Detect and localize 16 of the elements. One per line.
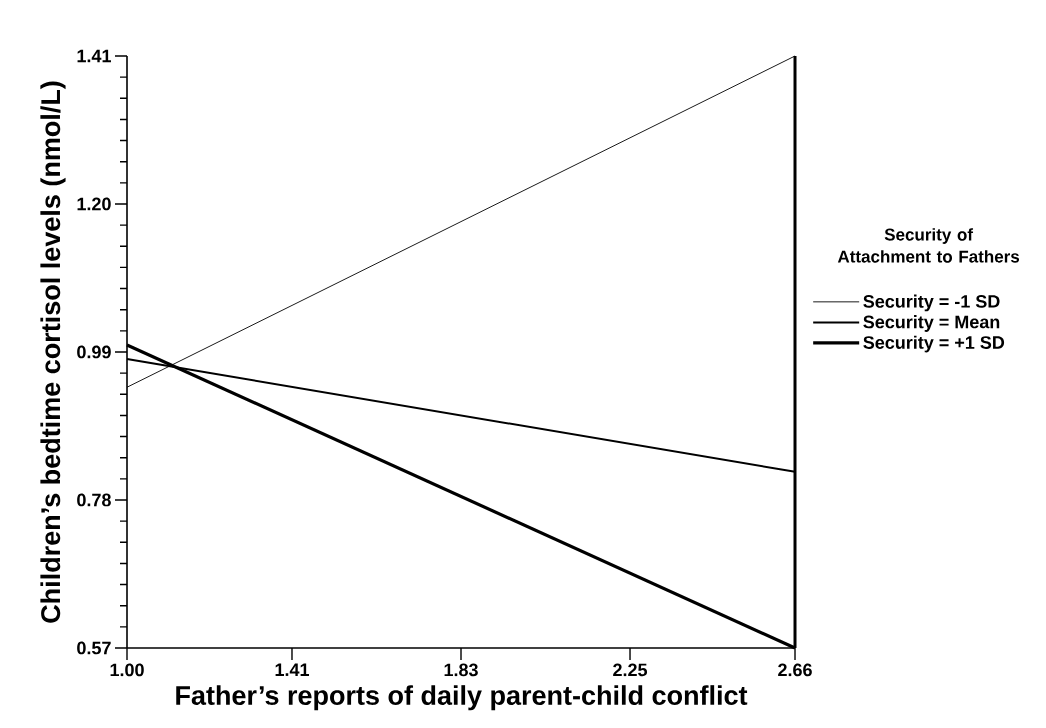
y-tick-label: 1.20 [77,197,111,211]
legend-title: Security of Attachment to Fathers [837,228,1020,263]
x-tick-label: 1.83 [444,663,478,677]
legend-label: Security = -1 SD [863,294,1000,312]
y-axis-title: Children’s bedtime cortisol levels (nmol/L) [40,81,66,623]
x-tick-label: 1.41 [275,663,310,676]
legend-label: Security = +1 SD [863,335,1005,353]
x-tick-label: 1.00 [110,663,144,677]
x-axis-title: Father’s reports of daily parent-child conflict [176,685,748,711]
x-tick-label: 2.25 [613,663,648,677]
y-tick-label: 0.78 [77,493,111,507]
x-tick-label: 2.66 [778,663,812,677]
y-tick-label: 1.41 [77,49,111,63]
y-tick-label: 0.57 [77,641,111,655]
y-tick-label: 0.99 [77,345,111,359]
legend-label: Security = Mean [863,315,1000,332]
